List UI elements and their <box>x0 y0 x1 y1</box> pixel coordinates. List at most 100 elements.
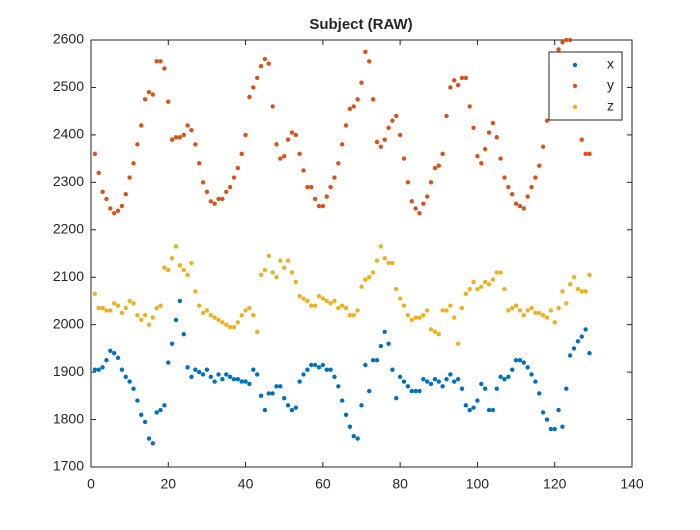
data-point <box>282 265 287 270</box>
legend-marker <box>572 83 578 89</box>
data-point <box>405 384 411 389</box>
data-point <box>537 163 542 168</box>
data-point <box>382 329 387 334</box>
data-point <box>448 303 453 308</box>
data-point <box>510 305 515 311</box>
data-point <box>119 367 125 372</box>
data-point <box>533 175 538 180</box>
data-point <box>529 184 534 190</box>
data-point <box>139 317 144 323</box>
data-point <box>409 388 414 394</box>
data-point <box>123 305 128 311</box>
data-point <box>247 94 252 100</box>
data-point <box>448 85 453 90</box>
data-point <box>212 201 217 206</box>
data-point <box>370 358 376 363</box>
data-point <box>482 279 488 285</box>
data-point <box>409 317 414 323</box>
data-point <box>127 379 132 384</box>
data-point <box>494 135 499 140</box>
data-point <box>301 168 306 173</box>
data-point <box>235 377 241 382</box>
data-point <box>463 403 469 408</box>
data-point <box>258 393 264 399</box>
data-point <box>301 372 306 377</box>
data-point <box>320 362 326 368</box>
data-point <box>111 301 117 306</box>
data-point <box>548 426 554 432</box>
data-point <box>521 206 526 211</box>
data-point <box>351 312 356 318</box>
data-point <box>251 85 256 90</box>
data-point <box>440 308 445 313</box>
data-point <box>540 312 546 318</box>
data-point <box>173 135 179 140</box>
data-point <box>374 358 380 363</box>
data-point <box>428 381 434 387</box>
data-point <box>452 78 457 83</box>
data-point <box>243 132 248 138</box>
data-point <box>567 37 573 43</box>
data-point <box>270 104 275 109</box>
data-point <box>579 137 584 142</box>
data-point <box>332 374 337 380</box>
data-point <box>189 374 194 380</box>
data-point <box>96 367 101 372</box>
data-point <box>382 256 387 261</box>
data-point <box>193 367 198 372</box>
data-point <box>459 386 465 391</box>
data-point <box>266 61 271 66</box>
data-point <box>285 258 291 263</box>
data-point <box>100 305 105 311</box>
data-point <box>282 396 287 401</box>
data-point <box>424 308 430 313</box>
data-point <box>115 303 121 308</box>
x-tick-label: 60 <box>315 476 331 492</box>
data-point <box>452 315 457 320</box>
data-point <box>490 407 496 413</box>
data-point <box>158 407 163 413</box>
data-point <box>417 210 422 216</box>
data-point <box>166 99 171 104</box>
data-point <box>517 203 523 209</box>
data-point <box>289 270 295 275</box>
data-point <box>467 286 472 292</box>
data-point <box>324 298 329 304</box>
data-point <box>135 312 140 318</box>
data-point <box>529 305 534 311</box>
data-point <box>544 417 550 422</box>
data-point <box>479 381 484 387</box>
data-point <box>521 360 526 365</box>
data-point <box>510 367 515 372</box>
data-point <box>502 377 507 382</box>
data-point <box>486 282 492 287</box>
data-point <box>108 206 113 211</box>
data-point <box>552 320 557 325</box>
data-point <box>270 391 275 396</box>
data-point <box>486 130 492 135</box>
data-point <box>274 275 279 280</box>
data-point <box>482 386 488 391</box>
data-point <box>131 161 136 166</box>
y-tick-label: 1700 <box>53 458 84 474</box>
data-point <box>363 49 368 55</box>
data-point <box>142 312 148 318</box>
data-point <box>239 312 244 318</box>
data-point <box>150 441 156 446</box>
data-point <box>339 398 345 403</box>
data-point <box>386 260 391 266</box>
y-tick-label: 2100 <box>53 268 84 284</box>
data-point <box>297 379 302 384</box>
data-point <box>181 132 186 138</box>
data-point <box>502 286 507 292</box>
chart-title: Subject (RAW) <box>309 16 412 33</box>
data-point <box>266 253 271 259</box>
data-point <box>397 296 403 301</box>
data-point <box>285 403 291 408</box>
x-tick-label: 140 <box>620 476 644 492</box>
data-point <box>571 275 577 280</box>
data-point <box>282 154 287 159</box>
data-point <box>579 289 584 294</box>
data-point <box>227 184 233 190</box>
